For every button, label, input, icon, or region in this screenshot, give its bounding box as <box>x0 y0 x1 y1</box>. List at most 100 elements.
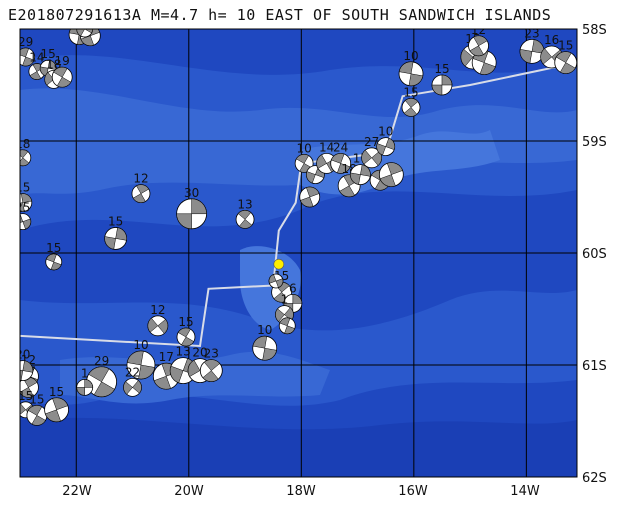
focal-mechanism: 23 <box>199 347 223 383</box>
beachball-quadrants <box>104 227 127 250</box>
focal-mechanism <box>299 186 321 208</box>
graticule <box>20 29 577 477</box>
depth-label: 29 <box>18 35 33 49</box>
beachball-quadrants <box>88 366 115 398</box>
depth-label: 18 <box>15 137 30 151</box>
focal-mechanism: 24 <box>330 140 352 174</box>
bathymetry <box>20 55 577 477</box>
map-frame <box>19 28 578 478</box>
focal-mechanism: 15 <box>431 62 453 96</box>
beachball-quadrants <box>20 149 30 167</box>
focal-mechanism: 15 <box>44 385 69 423</box>
lon-label-18w: 18W <box>286 484 316 499</box>
depth-label: 17 <box>159 350 174 364</box>
beachball-quadrants <box>237 210 253 229</box>
depth-label: 10 <box>378 125 393 139</box>
depth-label: 20 <box>15 348 30 362</box>
beachball-quadrants <box>202 359 221 382</box>
focal-mechanism: 12 <box>131 172 151 204</box>
depth-label: 6 <box>289 281 297 295</box>
focal-mechanism: 1 <box>76 366 94 396</box>
beachball-quadrants <box>555 51 576 74</box>
longitude-labels: 22W 20W 18W 16W 14W <box>62 484 540 499</box>
focal-mechanism: 12 <box>147 303 169 337</box>
latitude-labels: 58S 59S 60S 61S 62S <box>582 23 607 486</box>
depth-label: 22 <box>125 365 140 379</box>
depth-label: 15 <box>18 389 33 403</box>
focal-mechanism: 13 <box>235 197 255 229</box>
focal-mechanism: 25 <box>15 201 32 231</box>
lat-label-58s: 58S <box>582 23 607 38</box>
beachball-quadrants <box>27 405 46 426</box>
beachball-quadrants <box>350 164 371 185</box>
focal-mechanism <box>268 273 284 289</box>
depth-label: 15 <box>178 315 193 329</box>
beachball-quadrants <box>126 350 156 380</box>
focal-mechanism: 15 <box>176 315 196 347</box>
depth-label: 12 <box>150 303 165 317</box>
focal-mechanism: 10 <box>126 338 156 380</box>
beachball-quadrants <box>76 29 93 37</box>
focal-mechanism: 15 <box>104 214 128 250</box>
depth-label: 19 <box>55 54 70 68</box>
depth-label: 10 <box>133 338 148 352</box>
depth-label: 25 <box>15 201 30 215</box>
focal-mechanism: 15 <box>554 39 577 74</box>
beachball-quadrants <box>176 198 207 230</box>
focal-mechanism: 29 <box>18 35 36 67</box>
depth-label: 10 <box>403 49 418 63</box>
beachball-quadrants <box>330 153 351 174</box>
focal-mechanism: 10 <box>294 141 314 173</box>
beachball-quadrants <box>252 335 277 361</box>
focal-mechanism: 10 <box>398 49 424 87</box>
depth-label: 24 <box>333 140 348 154</box>
beachball-quadrants <box>300 186 320 208</box>
depth-label: 29 <box>94 354 109 368</box>
depth-label: 12 <box>471 23 486 37</box>
beachball-quadrants <box>177 327 195 347</box>
lon-label-20w: 20W <box>174 484 204 499</box>
beachball-quadrants <box>361 149 382 166</box>
depth-label: 27 <box>364 135 379 149</box>
focal-mechanism: 26 <box>76 29 94 38</box>
beachball-quadrants <box>45 253 62 271</box>
focal-mechanism: 15 <box>401 85 421 117</box>
lat-label-60s: 60S <box>582 247 607 262</box>
beachball-quadrants <box>403 98 419 117</box>
beachball-quadrants <box>20 193 32 212</box>
depth-label: 15 <box>49 385 64 399</box>
lon-label-16w: 16W <box>398 484 428 499</box>
beachball-quadrants <box>20 47 35 67</box>
focal-mechanism: 15 <box>26 392 48 426</box>
lat-label-59s: 59S <box>582 135 607 150</box>
depth-label: 23 <box>204 347 219 361</box>
beachball-quadrants <box>431 74 453 96</box>
focal-mechanism: 22 <box>123 365 142 397</box>
lat-label-61s: 61S <box>582 359 607 374</box>
focal-mechanism: 29 <box>86 354 117 398</box>
focal-mechanism: 19 <box>51 54 73 88</box>
depth-label: 15 <box>40 47 55 61</box>
beachball-quadrants <box>20 360 34 381</box>
epicenter-marker <box>273 258 285 270</box>
focal-mechanism: 20 <box>15 348 34 381</box>
depth-label: 20 <box>192 346 207 360</box>
beachball-quadrants <box>44 397 69 422</box>
beachball-quadrants <box>147 317 169 334</box>
depth-label: 30 <box>184 186 199 200</box>
beachball-quadrants <box>123 380 142 395</box>
focal-mechanism: 30 <box>176 186 208 230</box>
map-title: E201807291613A M=4.7 h= 10 EAST OF SOUTH… <box>8 6 551 24</box>
beachball-quadrants <box>398 61 424 87</box>
beachball-quadrants <box>279 317 296 335</box>
depth-label: 14 <box>29 51 44 65</box>
depth-label: 10 <box>296 141 311 155</box>
focal-mechanism: 10 <box>376 125 396 157</box>
depth-label: 15 <box>108 214 123 228</box>
focal-mechanism <box>278 317 296 335</box>
depth-label: 15 <box>434 62 449 76</box>
focal-mechanism <box>378 162 404 188</box>
beachball-quadrants <box>379 162 403 187</box>
lon-label-14w: 14W <box>510 484 540 499</box>
